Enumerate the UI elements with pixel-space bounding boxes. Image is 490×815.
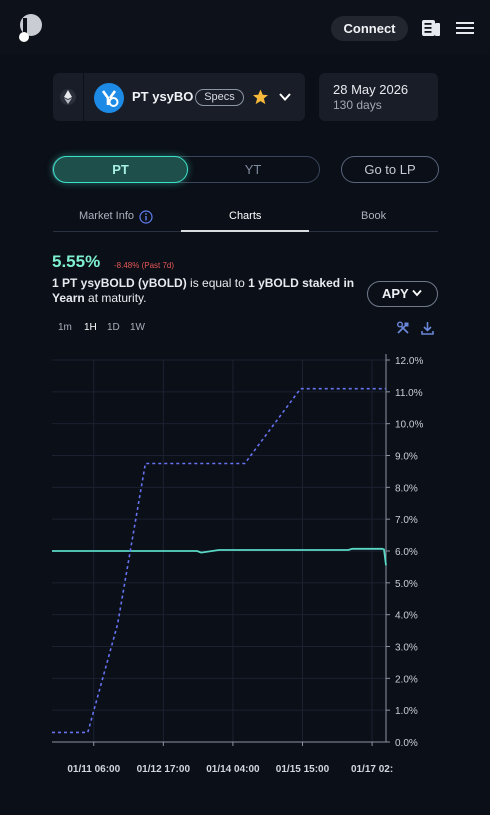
tools-icon[interactable] <box>396 321 410 335</box>
x-tick-label: 01/17 02: <box>351 764 393 775</box>
metric-select[interactable]: APY <box>367 281 438 307</box>
y-tick-label: 5.0% <box>395 579 418 590</box>
x-tick-label: 01/11 06:00 <box>67 764 120 775</box>
implied-apy-value: 5.55% <box>52 252 101 271</box>
tab-market-info[interactable]: Market Info <box>79 210 135 222</box>
description-pt-amount: 1 PT ysyBOLD (yBOLD) <box>52 276 187 290</box>
chain-selector[interactable] <box>53 73 84 121</box>
chevron-down-icon <box>412 289 422 297</box>
implied-apy-line <box>52 547 387 566</box>
top-bar: Connect <box>0 0 490 54</box>
y-tick-label: 10.0% <box>395 420 423 431</box>
timeframe-1d[interactable]: 1D <box>107 322 120 333</box>
tab-yt[interactable]: YT <box>244 162 262 177</box>
y-tick-label: 3.0% <box>395 643 418 654</box>
x-tick-label: 01/12 17:00 <box>137 764 191 775</box>
description-suffix: at maturity. <box>84 291 147 305</box>
y-tick-label: 9.0% <box>395 452 418 463</box>
connect-button[interactable]: Connect <box>331 16 408 41</box>
chevron-down-icon[interactable] <box>279 92 291 102</box>
tab-book[interactable]: Book <box>361 210 387 222</box>
menu-icon[interactable] <box>456 20 474 36</box>
timeframe-1w[interactable]: 1W <box>130 322 145 333</box>
tab-charts[interactable]: Charts <box>229 210 262 222</box>
description-text: is equal to <box>186 276 249 290</box>
apy-change: -8.48% (Past 7d) <box>114 261 175 270</box>
y-tick-label: 11.0% <box>395 388 423 399</box>
pt-description: 1 PT ysyBOLD (yBOLD) is equal to 1 yBOLD… <box>52 276 364 306</box>
download-icon[interactable] <box>421 321 434 335</box>
y-tick-label: 6.0% <box>395 547 418 558</box>
y-tick-label: 8.0% <box>395 483 418 494</box>
days-left: 130 days <box>333 98 382 112</box>
x-tick-label: 01/15 15:00 <box>276 764 330 775</box>
x-tick-label: 01/14 04:00 <box>206 764 260 775</box>
go-to-lp-button[interactable]: Go to LP <box>341 156 439 183</box>
underlying-apy-line <box>52 387 386 734</box>
y-tick-label: 1.0% <box>395 706 418 717</box>
pt-yt-toggle <box>52 156 320 183</box>
y-tick-label: 2.0% <box>395 674 418 685</box>
description-underlying: 1 yBOLD staked in Yearn <box>52 276 355 305</box>
y-tick-label: 4.0% <box>395 611 418 622</box>
maturity-card <box>319 73 438 121</box>
pendle-logo-icon[interactable] <box>16 13 42 43</box>
info-icon[interactable] <box>139 210 153 224</box>
timeframe-1h[interactable]: 1H <box>84 322 97 333</box>
ethereum-icon <box>60 89 76 105</box>
y-tick-label: 12.0% <box>395 356 423 367</box>
active-tab-indicator <box>181 230 309 232</box>
specs-button[interactable]: Specs <box>195 89 244 106</box>
y-tick-label: 7.0% <box>395 515 418 526</box>
yearn-token-icon <box>94 83 124 113</box>
timeframe-1m[interactable]: 1m <box>58 322 72 333</box>
tab-pt[interactable]: PT <box>53 156 188 183</box>
y-tick-label: 0.0% <box>395 738 418 749</box>
star-icon[interactable] <box>251 88 270 106</box>
market-name: PT ysyBO <box>132 89 194 104</box>
book-icon[interactable] <box>421 19 441 37</box>
maturity-date: 28 May 2026 <box>333 82 409 97</box>
apy-chart[interactable]: 12.0% 11.0% 10.0% 9.0% 8.0% 7.0% 6.0% 5.0% 4.0% 3… <box>0 340 490 780</box>
